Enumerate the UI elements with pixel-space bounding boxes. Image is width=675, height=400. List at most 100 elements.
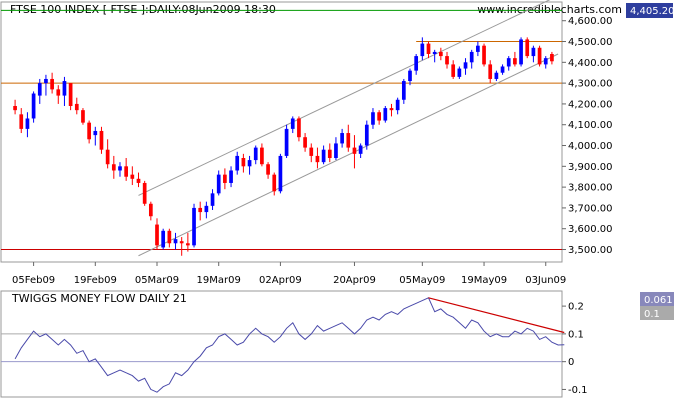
candle-body xyxy=(321,149,326,163)
candle-body xyxy=(364,124,369,146)
price-panel: FTSE 100 INDEX [ FTSE ]:DAILY:08Jun2009 … xyxy=(0,0,675,286)
price-y-tick-label: 4,500.00 xyxy=(568,37,613,48)
candle-body xyxy=(161,230,166,248)
candle-body xyxy=(173,239,178,244)
price-panel-frame xyxy=(0,1,563,263)
candle-body xyxy=(408,70,412,82)
candle xyxy=(44,74,48,96)
candle-body xyxy=(303,137,307,148)
candle xyxy=(451,60,456,79)
price-y-tick-label: 4,000.00 xyxy=(568,141,613,152)
candle-body xyxy=(37,83,42,96)
candle xyxy=(420,37,425,61)
candle-body xyxy=(118,166,122,171)
money-flow-y-axis: 0.2 0.1 0 -0.1 xyxy=(562,302,588,396)
candle-body xyxy=(352,147,357,154)
price-y-tick-label: 3,600.00 xyxy=(568,224,613,235)
price-x-tick-label: 05May09 xyxy=(399,275,445,286)
candle xyxy=(482,43,486,67)
candle-body xyxy=(68,83,73,106)
price-chart-title: FTSE 100 INDEX [ FTSE ]:DAILY:08Jun2009 … xyxy=(10,3,276,16)
candle xyxy=(303,133,307,152)
candle-body xyxy=(19,114,24,129)
candle-body xyxy=(438,51,443,57)
price-y-tick-label: 3,700.00 xyxy=(568,203,613,214)
candle xyxy=(87,120,91,144)
candle-body xyxy=(550,54,554,62)
candle xyxy=(253,145,258,165)
candle xyxy=(216,170,221,196)
signal-badge-bg xyxy=(640,306,674,320)
price-x-tick-label: 05Mar09 xyxy=(135,275,179,286)
candle-body xyxy=(290,118,295,129)
money-flow-panel: TWIGGS MONEY FLOW DAILY 21 0.061 0.1 0.2… xyxy=(0,290,674,398)
candle xyxy=(543,56,548,69)
candle-body xyxy=(513,58,517,65)
candle-body xyxy=(167,230,172,244)
signal-badge: 0.1 xyxy=(644,309,660,320)
candle-body xyxy=(235,155,240,171)
candle xyxy=(463,58,468,75)
candle-body xyxy=(309,147,314,156)
candle-body xyxy=(426,43,431,54)
candle xyxy=(272,172,277,196)
candle xyxy=(260,143,264,167)
candle-body xyxy=(327,149,332,158)
price-y-tick-label: 4,200.00 xyxy=(568,99,613,110)
candle xyxy=(136,172,141,188)
candle-body xyxy=(186,243,190,246)
candle-body xyxy=(56,89,61,96)
candle-body xyxy=(389,108,394,111)
candle xyxy=(13,99,17,115)
candle-body xyxy=(420,43,425,57)
candle xyxy=(247,155,252,175)
price-x-tick-label: 20Apr09 xyxy=(333,275,376,286)
candle-body xyxy=(241,158,246,167)
money-flow-y-tick-label: 0 xyxy=(568,357,574,368)
candle-body xyxy=(543,58,548,65)
candle-body xyxy=(62,81,67,96)
candle xyxy=(432,49,437,63)
candles xyxy=(13,37,554,256)
candle-body xyxy=(87,122,91,140)
candle-body xyxy=(377,112,381,121)
candle xyxy=(167,228,172,248)
candle xyxy=(148,201,153,221)
price-y-tick-label: 4,300.00 xyxy=(568,79,613,90)
price-y-axis: 4,600.00 4,500.00 4,400.00 4,300.00 4,200.00… xyxy=(562,16,613,256)
money-flow-title: TWIGGS MONEY FLOW DAILY 21 xyxy=(11,292,187,305)
candle-body xyxy=(315,155,320,163)
candle-body xyxy=(204,205,209,213)
candle-body xyxy=(525,39,530,57)
candle xyxy=(290,116,295,134)
candle-body xyxy=(266,164,270,175)
candle xyxy=(469,49,474,69)
candle-body xyxy=(50,78,54,90)
candle-body xyxy=(537,47,542,65)
candle xyxy=(457,66,462,79)
price-y-tick-label: 3,900.00 xyxy=(568,162,613,173)
candle xyxy=(161,228,166,250)
price-x-tick-label: 05Feb09 xyxy=(12,275,55,286)
candle xyxy=(395,97,400,115)
candle xyxy=(68,83,73,111)
candle xyxy=(401,78,406,104)
candle-body xyxy=(148,203,153,217)
money-flow-y-tick-label: -0.1 xyxy=(568,385,588,396)
candle-body xyxy=(31,93,36,119)
candle xyxy=(297,116,301,142)
candle xyxy=(309,143,314,163)
candle xyxy=(358,143,363,158)
candle-body xyxy=(198,207,203,213)
candle-body xyxy=(216,174,221,194)
candle-body xyxy=(111,164,116,171)
candle xyxy=(19,108,24,134)
candle-body xyxy=(223,174,227,183)
candle-body xyxy=(130,174,135,179)
candle xyxy=(142,180,147,206)
price-x-tick-label: 02Apr09 xyxy=(259,275,302,286)
candle-body xyxy=(340,133,344,144)
candle-body xyxy=(494,72,499,79)
candle-body xyxy=(531,47,536,57)
candle xyxy=(198,201,203,221)
